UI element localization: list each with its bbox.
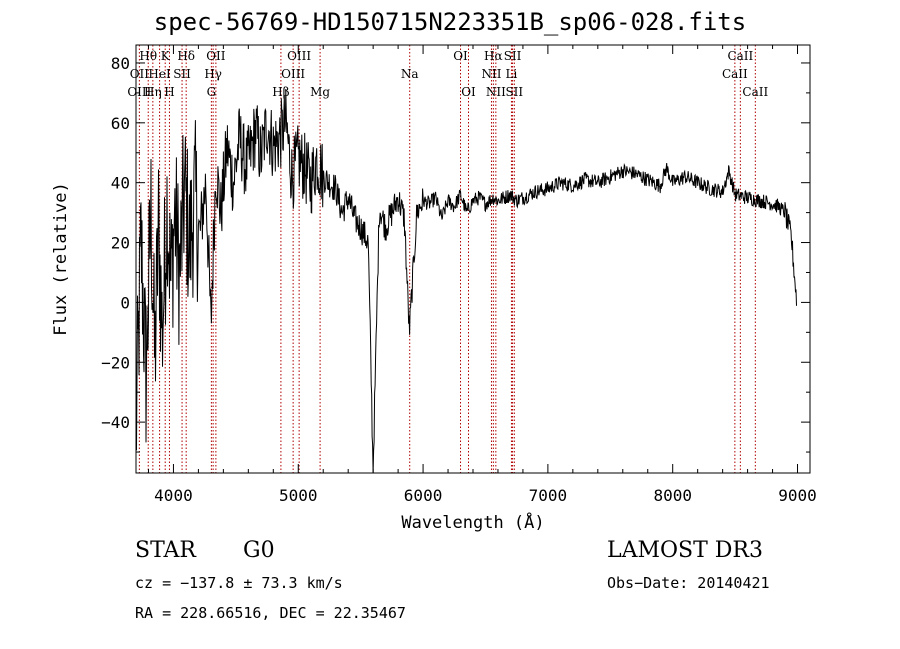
spectrum-layer	[135, 88, 797, 474]
spectral-line-label: K	[161, 49, 171, 63]
spectral-line-label: SII	[504, 49, 522, 63]
x-tick-label: 8000	[653, 486, 692, 505]
spectral-line-label: SII	[173, 67, 191, 81]
spectral-line-label: NII	[481, 67, 501, 81]
spectral-line-label: CaII	[727, 49, 753, 63]
spectral-line-label: Hθ	[139, 49, 157, 63]
spectral-line-label: SII	[505, 85, 523, 99]
x-tick-label: 6000	[404, 486, 443, 505]
y-tick-label: 0	[120, 293, 130, 312]
spectral-line-label: Hα	[484, 49, 503, 63]
x-axis: 4000 5000 6000 7000 8000 9000	[147, 45, 817, 505]
spectral-line-label: OIII	[281, 67, 305, 81]
y-axis: −40 −20 0 20 40 60 80	[101, 54, 810, 453]
x-axis-label: Wavelength (Å)	[401, 511, 544, 533]
observation-date: Obs−Date: 20140421	[607, 574, 770, 592]
x-tick-label: 7000	[529, 486, 568, 505]
y-tick-label: 40	[111, 174, 130, 193]
y-tick-label: −40	[101, 413, 130, 432]
spectral-line-label: Hη	[144, 85, 162, 99]
spectral-line-label: HeI	[148, 67, 171, 81]
spectral-line-label: CaII	[742, 85, 768, 99]
x-tick-label: 4000	[154, 486, 193, 505]
spectral-line-label: G	[207, 85, 217, 99]
spectral-line-label: OII	[130, 67, 150, 81]
y-tick-label: −20	[101, 353, 130, 372]
spectral-line-label: Na	[401, 67, 419, 81]
spectral-line-label: Hβ	[272, 85, 289, 99]
spectral-line-label: OI	[461, 85, 476, 99]
survey-name: LAMOST DR3	[607, 538, 763, 563]
spectral-line-label: CaII	[722, 67, 748, 81]
spectral-line-label: Li	[506, 67, 518, 81]
spectral-line-label: Hδ	[177, 49, 195, 63]
x-tick-label: 5000	[279, 486, 318, 505]
spectral-line-label: H	[164, 85, 174, 99]
object-subclass: G0	[243, 538, 275, 563]
spectral-line-label: OII	[206, 49, 226, 63]
spectral-line-label: OI	[453, 49, 468, 63]
object-class: STAR	[135, 538, 196, 563]
spectral-line-label: OIII	[287, 49, 311, 63]
spectral-line-label: Mg	[310, 85, 330, 99]
spectral-line-label: OIII	[127, 85, 151, 99]
y-tick-label: 60	[111, 114, 130, 133]
y-tick-label: 20	[111, 234, 130, 253]
plot-frame	[135, 44, 811, 474]
x-tick-label: 9000	[778, 486, 817, 505]
redshift-velocity: cz = −137.8 ± 73.3 km/s	[135, 574, 343, 592]
spectrum-series-line	[135, 88, 797, 474]
spectral-line-label: NII	[486, 85, 506, 99]
spectral-line-label: Hγ	[204, 67, 222, 81]
chart-title: spec-56769-HD150715N223351B_sp06-028.fit…	[153, 8, 747, 36]
y-axis-label: Flux (relative)	[51, 182, 71, 336]
spectral-line-markers	[138, 45, 756, 473]
coordinates: RA = 228.66516, DEC = 22.35467	[135, 604, 406, 622]
y-tick-label: 80	[111, 54, 130, 73]
